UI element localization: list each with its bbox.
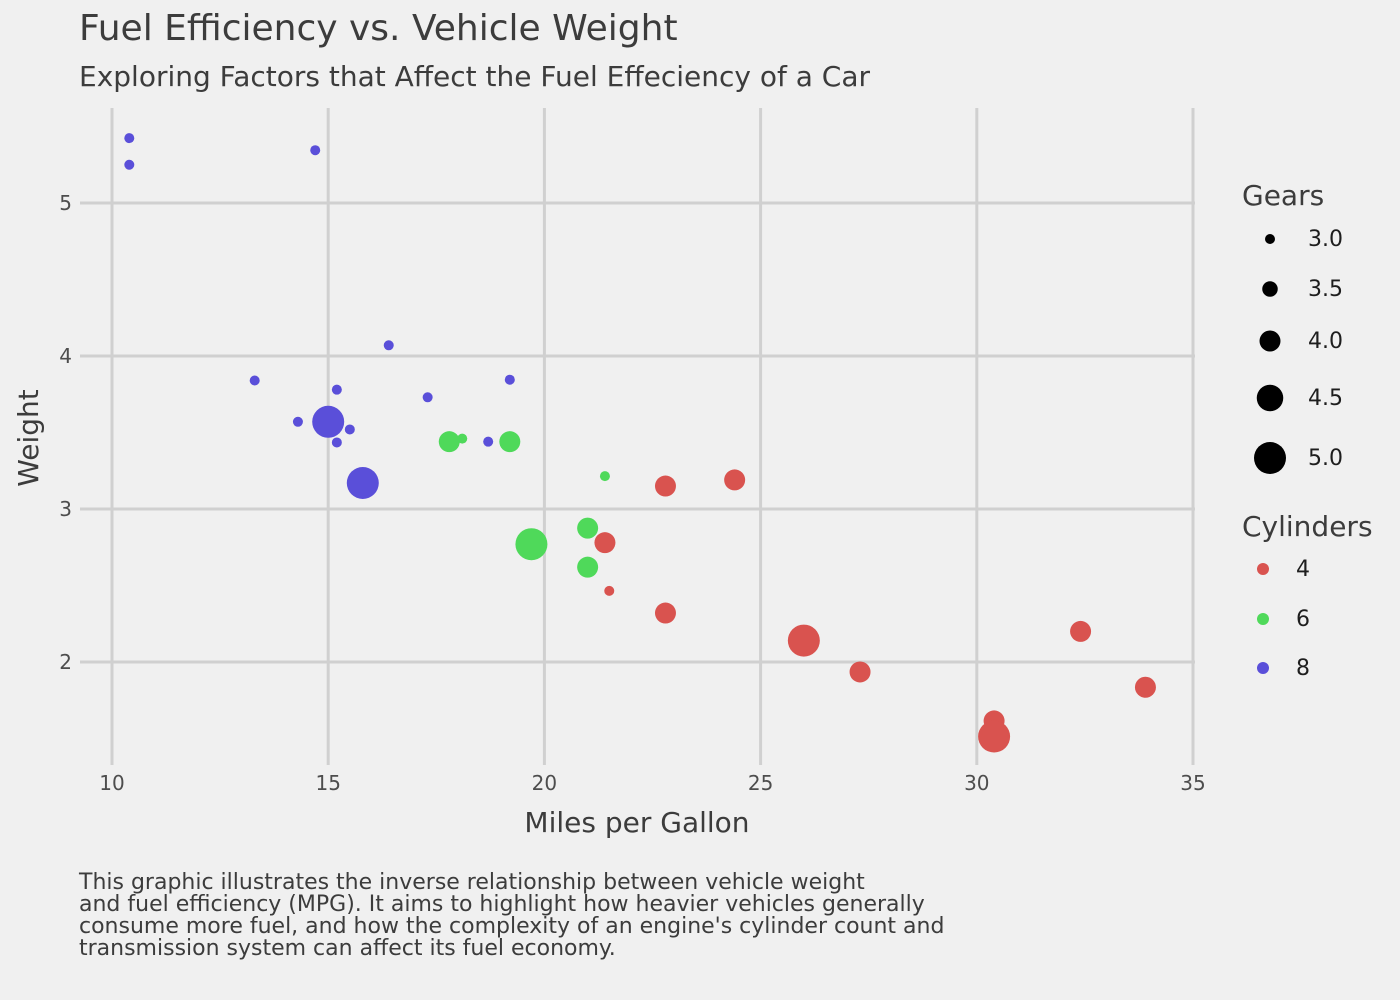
grid-lines — [80, 108, 1195, 765]
data-point-cyl-4 — [594, 532, 616, 554]
data-point-cyl-8 — [346, 466, 379, 499]
color-legend-marker — [1257, 563, 1269, 575]
x-tick-label: 25 — [748, 771, 773, 795]
size-legend-marker — [1265, 234, 1275, 244]
size-legend-marker — [1254, 442, 1286, 474]
y-axis-label: Weight — [12, 389, 45, 487]
color-legend-marker — [1257, 613, 1269, 625]
color-legend-label: 4 — [1296, 557, 1310, 582]
y-tick-label: 4 — [59, 344, 72, 368]
data-point-cyl-4 — [787, 624, 820, 657]
chart-title: Fuel Efficiency vs. Vehicle Weight — [79, 8, 678, 49]
data-point-cyl-8 — [383, 340, 394, 351]
data-point-cyl-8 — [504, 374, 515, 385]
x-axis-label: Miles per Gallon — [524, 806, 749, 839]
data-point-cyl-8 — [124, 159, 135, 170]
data-point-cyl-6 — [438, 431, 460, 453]
data-point-cyl-8 — [310, 145, 321, 156]
data-point-cyl-8 — [249, 375, 260, 386]
chart-subtitle: Exploring Factors that Affect the Fuel E… — [79, 60, 871, 93]
x-tick-label: 10 — [99, 771, 124, 795]
data-point-cyl-4 — [849, 661, 871, 683]
size-legend: Gears 3.0 3.5 4.0 4.5 5.0 — [1242, 179, 1343, 474]
data-point-cyl-8 — [344, 424, 355, 435]
data-point-cyl-6 — [499, 431, 521, 453]
color-legend-title: Cylinders — [1242, 510, 1373, 543]
x-tick-label: 30 — [964, 771, 989, 795]
y-tick-label: 5 — [59, 191, 72, 215]
x-axis-ticks: 10 15 20 25 30 35 — [99, 771, 1205, 795]
x-tick-label: 20 — [532, 771, 557, 795]
size-legend-title: Gears — [1242, 179, 1324, 212]
data-points — [124, 133, 1156, 753]
size-legend-label: 3.0 — [1308, 227, 1343, 252]
size-legend-label: 3.5 — [1308, 277, 1343, 302]
data-point-cyl-4 — [978, 720, 1011, 753]
x-tick-label: 15 — [315, 771, 340, 795]
color-legend-label: 8 — [1296, 656, 1310, 681]
chart-caption: This graphic illustrates the inverse rel… — [79, 870, 945, 961]
size-legend-label: 4.5 — [1308, 386, 1343, 411]
data-point-cyl-4 — [724, 469, 746, 491]
data-point-cyl-8 — [292, 416, 303, 427]
data-point-cyl-4 — [1070, 620, 1092, 642]
size-legend-label: 5.0 — [1308, 446, 1343, 471]
size-legend-label: 4.0 — [1308, 329, 1343, 354]
data-point-cyl-8 — [331, 384, 342, 395]
color-legend-marker — [1257, 662, 1269, 674]
color-legend: Cylinders 4 6 8 — [1242, 510, 1373, 681]
data-point-cyl-8 — [331, 437, 342, 448]
size-legend-marker — [1259, 330, 1281, 352]
y-axis-ticks: 2 3 4 5 — [59, 191, 72, 674]
data-point-cyl-6 — [515, 528, 548, 561]
data-point-cyl-8 — [312, 405, 345, 438]
data-point-cyl-8 — [483, 436, 494, 447]
x-tick-label: 35 — [1180, 771, 1205, 795]
color-legend-label: 6 — [1296, 607, 1310, 632]
data-point-cyl-8 — [124, 133, 135, 144]
data-point-cyl-4 — [604, 585, 615, 596]
data-point-cyl-6 — [599, 471, 610, 482]
data-point-cyl-8 — [422, 392, 433, 403]
data-point-cyl-4 — [654, 475, 676, 497]
size-legend-marker — [1256, 384, 1284, 412]
size-legend-marker — [1262, 281, 1278, 297]
y-tick-label: 3 — [59, 497, 72, 521]
data-point-cyl-4 — [654, 602, 676, 624]
y-tick-label: 2 — [59, 650, 72, 674]
data-point-cyl-4 — [1134, 676, 1156, 698]
data-point-cyl-6 — [577, 556, 599, 578]
data-point-cyl-6 — [577, 517, 599, 539]
